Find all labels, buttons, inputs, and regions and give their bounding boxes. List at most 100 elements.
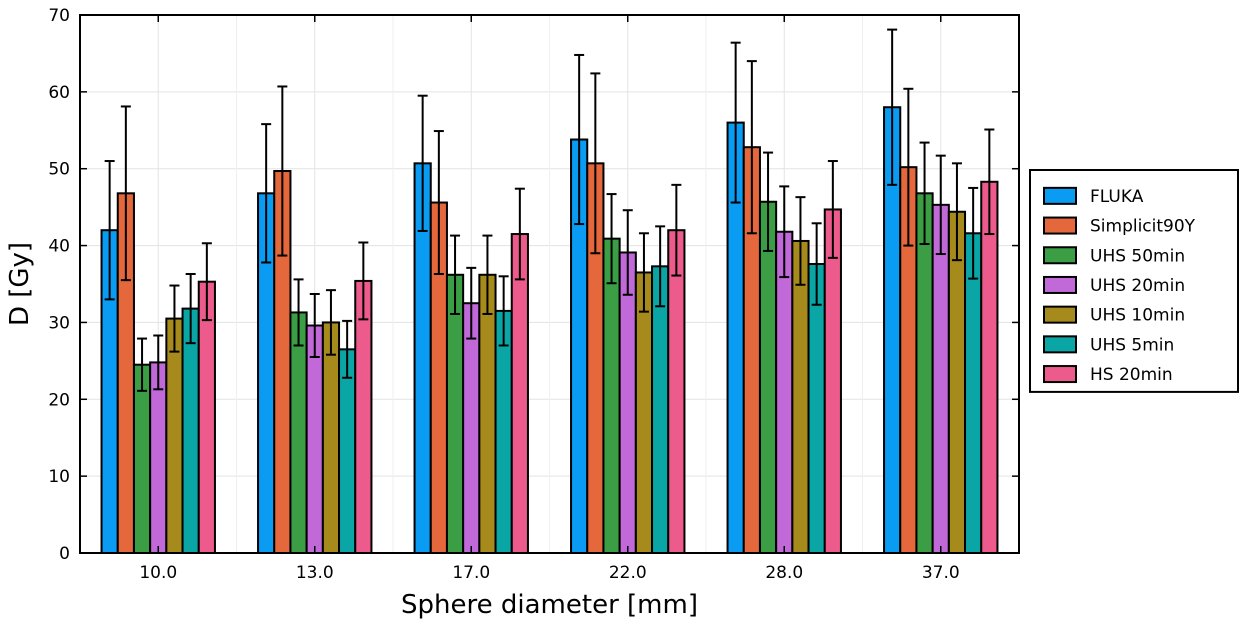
x-axis-ticks: 10.0 13.0 17.0 22.0 28.0 37.0 — [139, 15, 960, 583]
bar-uhs-20min-37-0 — [931, 203, 950, 555]
error-bar — [811, 222, 822, 306]
error-bar — [763, 151, 774, 252]
bar-uhs-10min-13-0 — [321, 321, 341, 554]
bar-uhs-50min-17-0 — [445, 273, 465, 554]
error-bar — [935, 154, 946, 256]
error-bar — [746, 60, 757, 235]
error-bar — [201, 242, 212, 322]
y-tick-label: 40 — [48, 237, 70, 257]
bar-uhs-5min-10-0 — [181, 307, 200, 555]
bar-hs-20min-28-0 — [823, 208, 842, 554]
legend-label: Simplicit90Y — [1090, 217, 1196, 237]
x-tick-label: 17.0 — [452, 563, 490, 583]
y-tick-label: 0 — [59, 544, 70, 564]
error-bar — [574, 53, 585, 226]
error-bar — [153, 334, 164, 391]
error-bar — [137, 337, 148, 392]
bar-uhs-5min-37-0 — [964, 232, 983, 554]
bar-uhs-5min-13-0 — [338, 348, 357, 555]
bar-uhs-50min-37-0 — [915, 192, 934, 555]
bar-uhs-50min-22-0 — [602, 237, 621, 554]
y-axis-label: D [Gy] — [5, 242, 35, 326]
error-bar — [293, 278, 304, 347]
error-bar — [169, 284, 180, 353]
error-bar — [638, 232, 649, 313]
bar-hs-20min-10-0 — [197, 280, 216, 554]
x-tick-label: 10.0 — [139, 563, 177, 583]
bar-uhs-10min-10-0 — [165, 317, 184, 555]
x-tick-label: 13.0 — [296, 563, 334, 583]
legend-swatch — [1043, 365, 1077, 384]
grid-lines — [80, 14, 1019, 554]
legend-item: UHS 50min — [1043, 246, 1185, 266]
error-bar — [951, 162, 962, 262]
bar-uhs-20min-13-0 — [305, 324, 324, 555]
bar-uhs-5min-28-0 — [807, 263, 826, 554]
error-bar — [887, 28, 898, 186]
legend-item: UHS 10min — [1043, 305, 1185, 326]
error-bar — [104, 160, 115, 301]
legend-item: UHS 20min — [1043, 275, 1185, 296]
legend-item: UHS 5min — [1043, 335, 1174, 355]
legend-label: FLUKA — [1090, 187, 1144, 207]
plot-frame — [79, 14, 1020, 554]
error-bar — [482, 234, 493, 315]
error-bar — [261, 123, 272, 264]
error-bar — [903, 87, 914, 247]
legend-swatch — [1043, 186, 1077, 205]
error-bar — [466, 266, 477, 340]
legend-item: Simplicit90Y — [1043, 216, 1196, 237]
legend-swatch — [1043, 335, 1077, 354]
bar-hs-20min-22-0 — [667, 229, 686, 554]
x-tick-label: 22.0 — [609, 563, 647, 583]
error-bar — [827, 160, 838, 259]
error-bar — [309, 292, 320, 359]
y-axis-ticks: 0 10 20 30 40 50 60 70 — [48, 6, 1019, 564]
y-tick-label: 10 — [48, 467, 70, 487]
legend-label: UHS 10min — [1090, 306, 1185, 326]
error-bar — [984, 128, 995, 236]
error-bar — [417, 94, 428, 232]
error-bar — [795, 196, 806, 286]
error-bar — [450, 234, 461, 315]
bar-uhs-10min-28-0 — [791, 239, 810, 555]
error-bar — [185, 273, 196, 345]
error-bar — [433, 130, 444, 276]
legend-item: HS 20min — [1043, 365, 1173, 385]
error-bar — [498, 275, 509, 347]
error-bar — [277, 85, 288, 257]
bar-hs-20min-37-0 — [980, 180, 999, 554]
error-bar — [358, 241, 369, 321]
legend: FLUKA Simplicit90Y UHS 50min UHS 20min UHS 1… — [1029, 169, 1239, 393]
y-tick-label: 70 — [48, 6, 70, 26]
bar-uhs-10min-22-0 — [634, 271, 654, 554]
x-axis-label: Sphere diameter [mm] — [401, 590, 698, 620]
legend-item: FLUKA — [1043, 186, 1144, 207]
error-bar — [968, 186, 979, 280]
bar-uhs-20min-28-0 — [775, 230, 794, 554]
bar-hs-20min-13-0 — [354, 279, 373, 554]
legend-swatch — [1043, 305, 1077, 324]
error-bar — [590, 72, 601, 255]
x-tick-label: 37.0 — [922, 563, 960, 583]
x-tick-label: 28.0 — [765, 563, 803, 583]
error-bar — [779, 185, 790, 279]
bar-uhs-50min-13-0 — [289, 311, 308, 554]
bar-uhs-20min-22-0 — [618, 251, 637, 554]
legend-label: HS 20min — [1090, 365, 1173, 385]
legend-label: UHS 20min — [1090, 276, 1185, 296]
error-bar — [606, 193, 617, 285]
error-bar — [514, 187, 525, 281]
error-bars — [104, 28, 995, 392]
y-tick-label: 30 — [48, 313, 70, 333]
error-bar — [671, 183, 682, 277]
error-bar — [730, 41, 741, 204]
error-bar — [325, 289, 336, 356]
legend-label: UHS 50min — [1090, 246, 1185, 266]
legend-label: UHS 5min — [1090, 335, 1174, 355]
bar-uhs-10min-17-0 — [478, 273, 497, 554]
bar-uhs-50min-28-0 — [758, 200, 778, 555]
bar-uhs-5min-22-0 — [651, 265, 670, 554]
error-bar — [342, 319, 353, 379]
